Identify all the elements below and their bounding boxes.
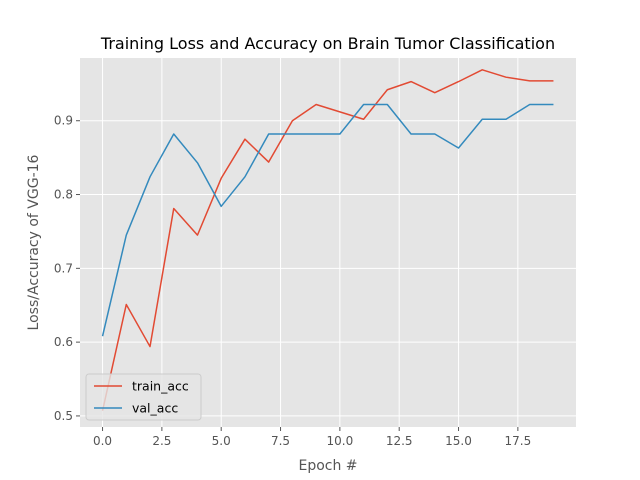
x-axis-label: Epoch # [298, 458, 357, 474]
y-ticks: 0.5 0.6 0.7 0.8 0.9 [54, 114, 80, 423]
x-tick-label: 2.5 [152, 434, 171, 448]
x-tick-label: 17.5 [504, 434, 531, 448]
legend: train_acc val_acc [85, 373, 202, 421]
x-tick-label: 15.0 [445, 434, 472, 448]
plot-area [80, 58, 576, 427]
y-tick-label: 0.6 [54, 335, 73, 349]
x-tick-label: 7.5 [271, 434, 290, 448]
x-tick-label: 0.0 [93, 434, 112, 448]
chart-title: Training Loss and Accuracy on Brain Tumo… [100, 34, 555, 53]
series-line-train-acc [101, 69, 554, 411]
x-tick-label: 5.0 [212, 434, 231, 448]
series-lines [101, 69, 554, 411]
x-tick-label: 12.5 [386, 434, 413, 448]
y-tick-label: 0.8 [54, 188, 73, 202]
y-tick-label: 0.7 [54, 261, 73, 275]
x-tick-label: 10.0 [327, 434, 354, 448]
y-tick-label: 0.5 [54, 409, 73, 423]
legend-label-val-acc: val_acc [132, 401, 178, 416]
series-line-val-acc [101, 103, 554, 337]
y-axis-label: Loss/Accuracy of VGG-16 [26, 154, 42, 330]
y-tick-label: 0.9 [54, 114, 73, 128]
legend-label-train-acc: train_acc [132, 379, 189, 394]
x-ticks: 0.0 2.5 5.0 7.5 10.0 12.5 15.0 17.5 [93, 427, 531, 448]
